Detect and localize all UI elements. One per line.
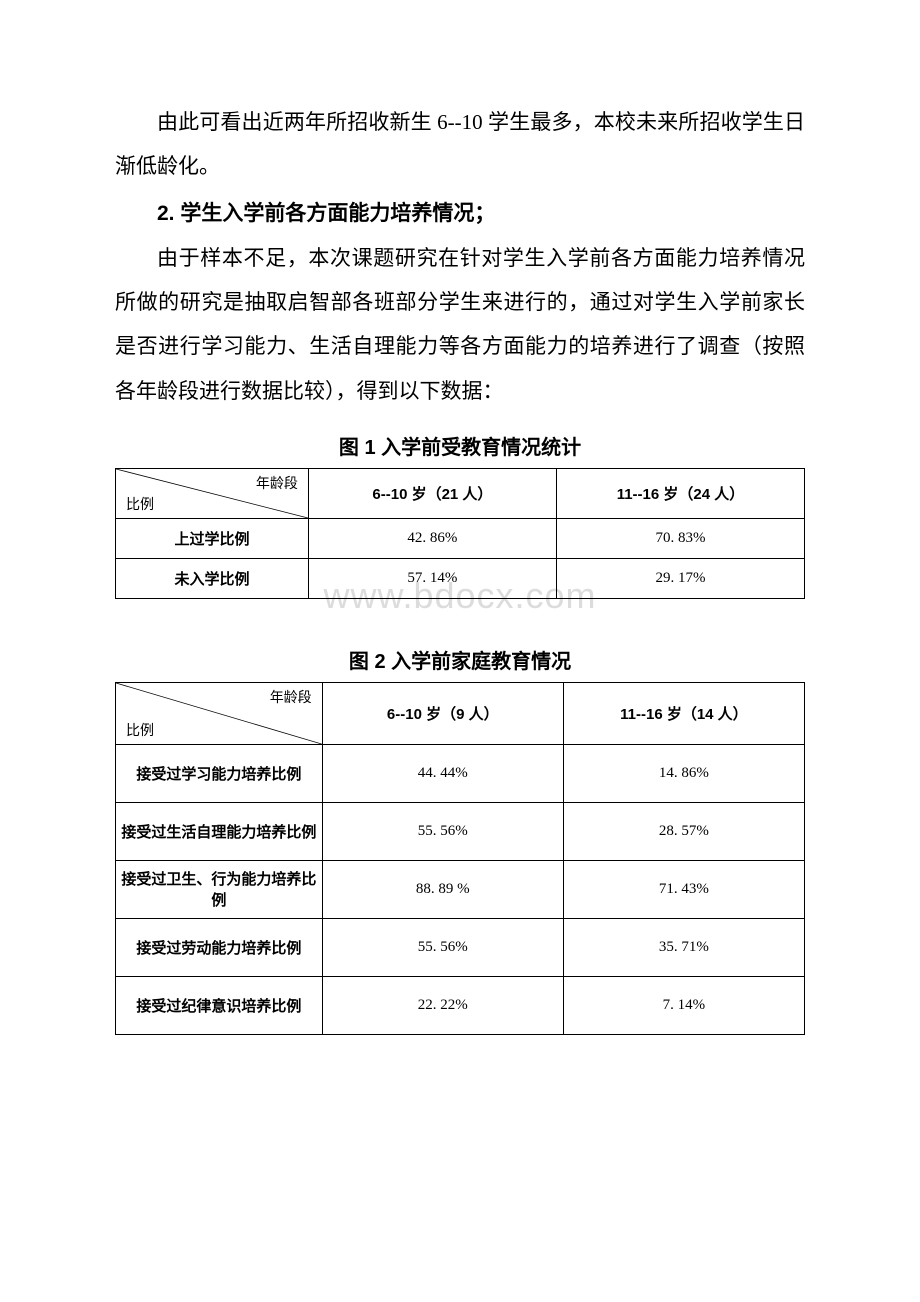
table2-diag-bottom: 比例 (126, 720, 154, 740)
table1-title-num: 1 (364, 437, 375, 459)
table1-cell: 29. 17% (556, 558, 804, 598)
table2-cell: 55. 56% (322, 802, 563, 860)
table1-col-header-1: 6--10 岁（21 人） (308, 468, 556, 518)
table2-header-row: 年龄段 比例 6--10 岁（9 人） 11--16 岁（14 人） (116, 682, 805, 744)
table2-title-text: 入学前家庭教育情况 (391, 651, 571, 673)
table2-row-label: 接受过纪律意识培养比例 (116, 976, 323, 1034)
table2-cell: 88. 89 % (322, 860, 563, 918)
table1-cell: 42. 86% (308, 518, 556, 558)
table1-title-text: 入学前受教育情况统计 (381, 437, 581, 459)
table2-cell: 44. 44% (322, 744, 563, 802)
table1-row-label: 上过学比例 (116, 518, 309, 558)
table2-title-num: 2 (374, 651, 385, 673)
table1-diagonal-header: 年龄段 比例 (116, 468, 309, 518)
table2-cell: 71. 43% (563, 860, 804, 918)
table2-title: 图 2 入学前家庭教育情况 (115, 645, 805, 674)
heading-text: 学生入学前各方面能力培养情况； (180, 202, 495, 225)
table2-row-label: 接受过卫生、行为能力培养比例 (116, 860, 323, 918)
table1-col-header-2: 11--16 岁（24 人） (556, 468, 804, 518)
table-row: 接受过学习能力培养比例 44. 44% 14. 86% (116, 744, 805, 802)
table2-cell: 35. 71% (563, 918, 804, 976)
table1: 年龄段 比例 6--10 岁（21 人） 11--16 岁（24 人） 上过学比… (115, 468, 805, 599)
table2-cell: 7. 14% (563, 976, 804, 1034)
table2-diagonal-header: 年龄段 比例 (116, 682, 323, 744)
table-row: 接受过卫生、行为能力培养比例 88. 89 % 71. 43% (116, 860, 805, 918)
table1-header-row: 年龄段 比例 6--10 岁（21 人） 11--16 岁（24 人） (116, 468, 805, 518)
table2-col-header-2: 11--16 岁（14 人） (563, 682, 804, 744)
table1-title: 图 1 入学前受教育情况统计 (115, 431, 805, 460)
table2-row-label: 接受过生活自理能力培养比例 (116, 802, 323, 860)
table2-col-header-1: 6--10 岁（9 人） (322, 682, 563, 744)
table-row: 未入学比例 57. 14% 29. 17% (116, 558, 805, 598)
section-heading: 2. 学生入学前各方面能力培养情况； (115, 192, 805, 236)
table-row: 接受过劳动能力培养比例 55. 56% 35. 71% (116, 918, 805, 976)
table2-cell: 28. 57% (563, 802, 804, 860)
table1-cell: 70. 83% (556, 518, 804, 558)
table2-row-label: 接受过学习能力培养比例 (116, 744, 323, 802)
table1-cell: 57. 14% (308, 558, 556, 598)
table1-row-label: 未入学比例 (116, 558, 309, 598)
table2-title-prefix: 图 (349, 651, 369, 673)
table1-title-prefix: 图 (339, 437, 359, 459)
table1-diag-top: 年龄段 (256, 473, 298, 493)
table2-cell: 55. 56% (322, 918, 563, 976)
table2-cell: 22. 22% (322, 976, 563, 1034)
intro-paragraph-1: 由此可看出近两年所招收新生 6--10 学生最多，本校未来所招收学生日渐低龄化。 (115, 100, 805, 188)
table-row: 接受过纪律意识培养比例 22. 22% 7. 14% (116, 976, 805, 1034)
table2-cell: 14. 86% (563, 744, 804, 802)
heading-number: 2. (157, 202, 175, 225)
table1-diag-bottom: 比例 (126, 494, 154, 514)
intro-paragraph-2: 由于样本不足，本次课题研究在针对学生入学前各方面能力培养情况所做的研究是抽取启智… (115, 236, 805, 412)
table-row: 接受过生活自理能力培养比例 55. 56% 28. 57% (116, 802, 805, 860)
table-row: 上过学比例 42. 86% 70. 83% (116, 518, 805, 558)
table2-diag-top: 年龄段 (270, 687, 312, 707)
table2: 年龄段 比例 6--10 岁（9 人） 11--16 岁（14 人） 接受过学习… (115, 682, 805, 1035)
table2-row-label: 接受过劳动能力培养比例 (116, 918, 323, 976)
